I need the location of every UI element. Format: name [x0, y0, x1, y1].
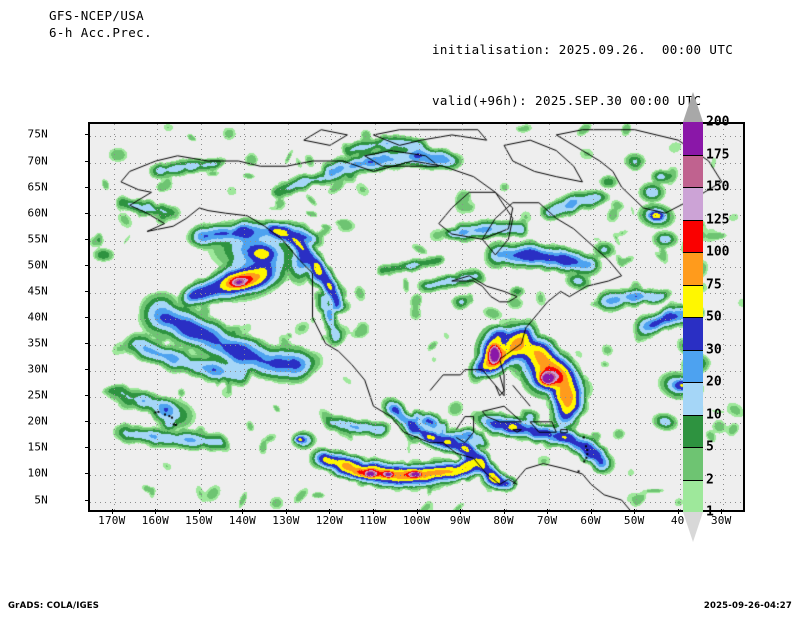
x-axis-tick: [372, 509, 374, 514]
x-axis-tick: [155, 509, 157, 514]
y-axis-tick-label: 25N: [27, 388, 48, 402]
x-axis-tick-label: 160W: [141, 514, 169, 527]
colorbar-band[interactable]: [683, 187, 703, 220]
colorbar-tick-label: 10: [706, 407, 722, 422]
x-axis-tick: [460, 509, 462, 514]
colorbar-band[interactable]: [683, 219, 703, 252]
x-axis-tick-label: 50W: [623, 514, 645, 527]
footer-attribution: GrADS: COLA/IGES: [8, 601, 100, 611]
y-axis-tick: [85, 447, 90, 449]
x-axis-tick-label: 110W: [359, 514, 387, 527]
colorbar-band[interactable]: [683, 382, 703, 415]
x-axis-tick-label: 130W: [272, 514, 300, 527]
y-axis-tick-label: 65N: [27, 180, 48, 194]
y-axis-tick-label: 55N: [27, 232, 48, 246]
colorbar-tick-label: 200: [706, 114, 730, 130]
precipitation-field: [90, 124, 743, 510]
colorbar-under-arrow-icon: [683, 512, 703, 542]
x-axis-tick-label: 70W: [536, 514, 558, 527]
y-axis-tick-label: 70N: [27, 154, 48, 167]
x-axis-tick: [416, 509, 418, 514]
y-axis-tick: [85, 395, 90, 397]
x-axis-tick: [634, 509, 636, 514]
precipitation-map[interactable]: [88, 122, 745, 512]
y-axis-tick: [85, 499, 90, 501]
colorbar-band[interactable]: [683, 317, 703, 350]
y-axis-tick: [85, 160, 90, 162]
x-axis-tick-label: 120W: [315, 514, 344, 527]
x-axis-tick-label: 60W: [580, 514, 601, 527]
y-axis-tick-label: 45N: [27, 284, 48, 298]
colorbar-band[interactable]: [683, 349, 703, 382]
y-axis-tick: [85, 369, 90, 371]
model-name: GFS-NCEP/USA: [49, 8, 145, 23]
colorbar-tick-label: 20: [706, 374, 722, 390]
colorbar-band[interactable]: [683, 479, 703, 512]
x-axis-tick-label: 100W: [402, 514, 431, 527]
footer-timestamp: 2025-09-26-04:27: [703, 601, 792, 611]
y-axis-tick-label: 75N: [27, 127, 48, 141]
colorbar-tick-label: 30: [706, 342, 722, 357]
y-axis-tick: [85, 134, 90, 136]
colorbar-band[interactable]: [683, 284, 703, 317]
y-axis-tick-label: 15N: [27, 440, 48, 454]
colorbar-band[interactable]: [683, 414, 703, 447]
colorbar-tick-label: 125: [706, 212, 730, 227]
header-model-info: GFS-NCEP/USA 6-h Acc.Prec.: [49, 7, 152, 41]
y-axis-tick-label: 5N: [34, 493, 48, 507]
colorbar-band[interactable]: [683, 122, 703, 155]
colorbar-tick-label: 175: [706, 147, 730, 162]
colorbar-tick-label: 150: [706, 179, 730, 195]
x-axis-tick: [329, 509, 331, 514]
colorbar-tick-label: 1: [706, 504, 714, 520]
x-axis-tick-label: 170W: [98, 514, 126, 527]
y-axis-tick-label: 20N: [27, 414, 48, 428]
model-variable: 6-h Acc.Prec.: [49, 25, 153, 40]
y-axis-tick-label: 35N: [27, 336, 48, 350]
x-axis-tick-label: 90W: [449, 514, 471, 527]
coastline-overlay: [90, 124, 743, 510]
colorbar[interactable]: [683, 122, 703, 512]
x-axis-tick-label: 40: [670, 514, 685, 527]
x-axis-tick: [721, 509, 723, 514]
y-axis-tick: [85, 343, 90, 345]
y-axis-tick: [85, 264, 90, 266]
y-axis-tick-label: 30N: [27, 362, 48, 376]
colorbar-band[interactable]: [683, 447, 703, 480]
x-axis-tick: [590, 509, 592, 514]
y-axis-tick-label: 50N: [27, 258, 48, 272]
colorbar-tick-label: 2: [706, 472, 714, 487]
x-axis-tick-label: 150W: [185, 514, 213, 527]
y-axis-tick: [85, 317, 90, 318]
y-axis-tick: [85, 186, 90, 188]
x-axis-tick: [285, 509, 287, 514]
initialisation-line: initialisation: 2025.09.26. 00:00 UTC: [432, 42, 734, 57]
x-axis-tick: [198, 509, 200, 514]
y-axis-tick: [85, 290, 90, 292]
colorbar-tick-label: 50: [706, 309, 722, 325]
x-axis-tick-label: 140W: [228, 514, 257, 527]
x-axis-tick: [677, 509, 679, 514]
x-axis-tick: [242, 509, 244, 514]
colorbar-tick-label: 100: [706, 244, 730, 260]
y-axis-tick: [85, 421, 90, 423]
y-axis-tick: [85, 238, 90, 240]
colorbar-tick-label: 5: [706, 439, 714, 455]
x-axis-tick-label: 30W: [710, 514, 732, 527]
y-axis-tick: [85, 473, 90, 475]
colorbar-band[interactable]: [683, 154, 703, 187]
colorbar-band[interactable]: [683, 252, 703, 285]
y-axis-tick-label: 60N: [27, 206, 48, 220]
y-axis-tick-label: 10N: [27, 466, 48, 480]
x-axis-tick-label: 80W: [493, 514, 514, 527]
x-axis-tick: [547, 509, 549, 514]
y-axis-tick-label: 40N: [27, 310, 48, 324]
colorbar-over-arrow-icon: [683, 92, 703, 122]
colorbar-tick-label: 75: [706, 277, 722, 292]
x-axis-tick: [503, 509, 505, 514]
y-axis-tick: [85, 212, 90, 214]
x-axis-tick: [111, 509, 113, 514]
